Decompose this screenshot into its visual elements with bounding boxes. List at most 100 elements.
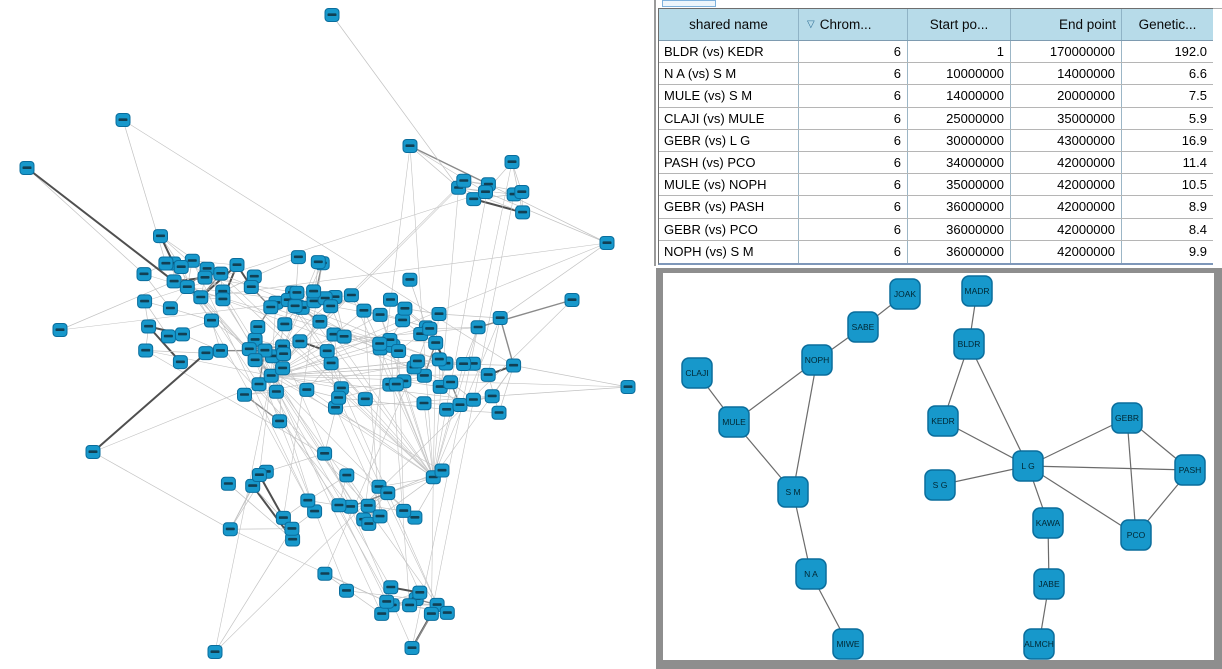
table-row[interactable]: BLDR (vs) KEDR 6 1 170000000 192.0 (659, 41, 1213, 64)
overview-node[interactable] (207, 645, 223, 659)
subnetwork-node-pash[interactable]: PASH (1174, 454, 1206, 486)
table-row[interactable]: GEBR (vs) PCO 6 36000000 42000000 8.4 (659, 218, 1213, 241)
table-cell[interactable]: 16.9 (1181, 132, 1207, 148)
overview-node[interactable] (290, 250, 306, 265)
overview-node[interactable] (19, 161, 35, 175)
table-row[interactable]: NOPH (vs) S M 6 36000000 42000000 9.9 (659, 240, 1213, 263)
subnetwork-node-kedr[interactable]: KEDR (927, 405, 959, 437)
table-cell[interactable]: GEBR (vs) PASH (659, 196, 799, 218)
overview-node[interactable] (515, 205, 531, 220)
overview-node[interactable] (360, 498, 376, 513)
overview-node[interactable] (402, 598, 418, 613)
table-cell[interactable]: 30000000 (908, 129, 1011, 151)
overview-node[interactable] (289, 285, 305, 300)
subnetwork-node-jabe[interactable]: JABE (1033, 568, 1065, 600)
overview-node[interactable] (198, 346, 214, 361)
table-cell[interactable]: MULE (vs) NOPH (659, 174, 799, 196)
overview-node[interactable] (514, 185, 530, 199)
overview-node[interactable] (395, 313, 411, 328)
table-cell[interactable]: 36000000 (908, 196, 1011, 218)
overview-node[interactable] (292, 334, 308, 349)
table-cell[interactable]: GEBR (vs) PCO (659, 218, 799, 240)
overview-node[interactable] (491, 405, 507, 420)
overview-node[interactable] (452, 398, 468, 412)
overview-node[interactable] (257, 343, 273, 358)
overview-node[interactable] (300, 493, 316, 508)
table-cell[interactable]: 42000000 (1011, 218, 1122, 240)
overview-node[interactable] (179, 280, 195, 294)
overview-node[interactable] (504, 155, 520, 169)
overview-node[interactable] (416, 396, 432, 411)
overview-node[interactable] (173, 260, 189, 274)
subnetwork-node-miwe[interactable]: MIWE (832, 628, 864, 660)
overview-node[interactable] (422, 321, 438, 336)
overview-node[interactable] (323, 356, 339, 371)
overview-node[interactable] (306, 284, 322, 299)
overview-node[interactable] (599, 236, 615, 250)
subnetwork-node-s-m[interactable]: S M (777, 476, 809, 508)
overview-node[interactable] (361, 516, 377, 531)
overview-network-canvas[interactable] (0, 0, 656, 669)
overview-node[interactable] (251, 468, 267, 482)
column-header-chromosome[interactable]: ▽ Chrom... (799, 9, 908, 40)
column-header-start-point[interactable]: Start po... (908, 9, 1011, 40)
overview-node[interactable] (372, 509, 388, 524)
subnetwork-node-pco[interactable]: PCO (1120, 519, 1152, 551)
table-cell[interactable]: 34000000 (908, 151, 1011, 174)
table-cell[interactable]: 14000000 (1011, 63, 1122, 85)
overview-node[interactable] (480, 367, 496, 382)
subnetwork-node-mule[interactable]: MULE (718, 406, 750, 438)
subnetwork-node-kawa[interactable]: KAWA (1032, 507, 1064, 539)
table-cell[interactable]: 43000000 (1011, 129, 1122, 151)
overview-node[interactable] (372, 336, 388, 351)
overview-node[interactable] (402, 139, 418, 153)
table-cell[interactable]: 1 (908, 41, 1011, 63)
overview-node[interactable] (275, 510, 291, 525)
table-cell[interactable]: 42000000 (1011, 240, 1122, 263)
overview-node[interactable] (213, 343, 228, 358)
subnetwork-node-l-g[interactable]: L G (1012, 450, 1044, 482)
table-cell[interactable]: BLDR (vs) KEDR (659, 41, 799, 63)
column-header-genetic[interactable]: Genetic... (1122, 9, 1213, 40)
filter-icon[interactable]: ▽ (807, 18, 815, 30)
overview-node[interactable] (275, 361, 291, 376)
overview-node[interactable] (272, 414, 288, 429)
table-cell[interactable]: 6 (799, 129, 908, 151)
table-row[interactable]: GEBR (vs) L G 6 30000000 43000000 16.9 (659, 129, 1213, 152)
overview-node[interactable] (620, 380, 636, 394)
overview-node[interactable] (466, 192, 482, 207)
column-header-shared-name[interactable]: shared name (659, 9, 799, 40)
overview-node[interactable] (379, 594, 395, 609)
table-cell[interactable]: 6 (799, 41, 908, 63)
table-cell[interactable]: NOPH (vs) S M (659, 240, 799, 263)
overview-node[interactable] (324, 8, 340, 22)
overview-node[interactable] (397, 301, 413, 316)
overview-node[interactable] (136, 267, 152, 282)
overview-node[interactable] (383, 292, 398, 307)
overview-node[interactable] (356, 303, 372, 318)
table-row[interactable]: MULE (vs) NOPH 6 35000000 42000000 10.5 (659, 174, 1213, 197)
overview-node[interactable] (431, 307, 447, 321)
overview-node[interactable] (431, 352, 447, 367)
table-cell[interactable]: 192.0 (1174, 44, 1207, 60)
overview-node[interactable] (492, 311, 508, 325)
subnetwork-node-sabe[interactable]: SABE (847, 311, 879, 343)
table-cell[interactable]: 25000000 (908, 107, 1011, 129)
overview-nodes[interactable] (19, 8, 636, 659)
overview-node[interactable] (388, 377, 404, 392)
table-cell[interactable]: MULE (vs) S M (659, 85, 799, 107)
overview-node[interactable] (439, 402, 455, 417)
table-cell[interactable]: 9.9 (1188, 244, 1207, 260)
table-cell[interactable]: PASH (vs) PCO (659, 151, 799, 174)
table-cell[interactable]: 10.5 (1181, 177, 1207, 193)
scrollbar-track[interactable] (1213, 8, 1222, 265)
overview-node[interactable] (412, 585, 428, 600)
overview-node[interactable] (336, 329, 352, 344)
overview-node[interactable] (404, 641, 420, 655)
overview-node[interactable] (312, 314, 328, 329)
table-row[interactable]: GEBR (vs) PASH 6 36000000 42000000 8.9 (659, 196, 1213, 219)
overview-node[interactable] (237, 387, 252, 402)
table-cell[interactable]: 42000000 (1011, 196, 1122, 218)
overview-node[interactable] (172, 355, 188, 370)
overview-node[interactable] (331, 498, 347, 513)
